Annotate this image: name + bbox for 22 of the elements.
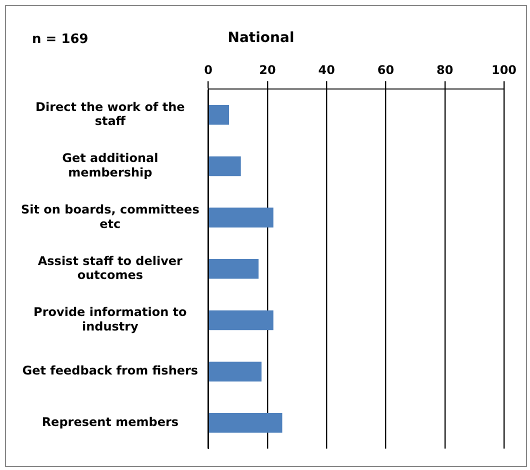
y-tick-label: Assist staff to deliver outcomes [38,254,183,282]
bar [208,208,274,228]
y-tick-label: Get feedback from fishers [22,364,198,378]
bar [208,104,230,125]
bar [208,156,241,176]
x-tick-label: 0 [204,63,213,78]
chart-title: National [228,30,294,46]
x-tick-label: 60 [377,63,394,78]
bar [208,362,262,382]
y-tick-label: Sit on boards, committees etc [21,202,200,231]
y-tick-label: Represent members [42,415,179,430]
y-tick-label: Provide information to industry [34,305,187,334]
x-tick-label: 40 [318,63,335,78]
y-tick-label: Get additional membership [62,151,158,180]
bar [208,259,259,279]
x-tick-label: 100 [491,63,517,78]
x-tick-label: 80 [436,63,454,78]
bar [208,413,282,433]
bar [208,310,274,330]
x-tick-label: 20 [259,63,276,78]
text: n = 169 [32,32,88,47]
y-tick-label: Direct the work of the staff [36,100,185,128]
